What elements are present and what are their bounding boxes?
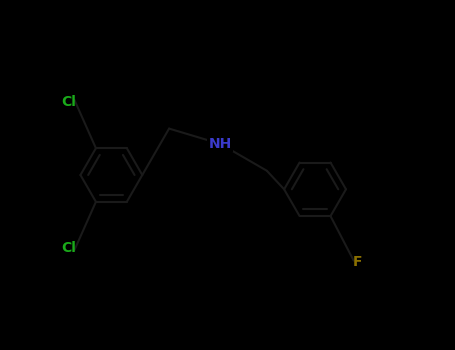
Text: Cl: Cl — [62, 95, 76, 109]
Text: F: F — [353, 256, 362, 270]
Text: NH: NH — [209, 137, 232, 151]
Text: Cl: Cl — [62, 241, 76, 255]
